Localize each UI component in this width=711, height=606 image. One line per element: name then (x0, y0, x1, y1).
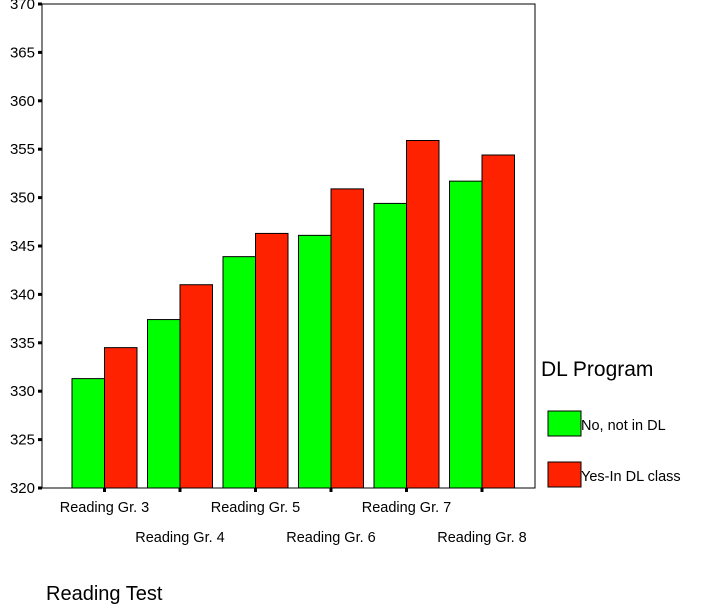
bar (298, 234, 332, 489)
bar (481, 154, 515, 489)
category-label: Reading Gr. 3 (60, 500, 149, 516)
legend-label: Yes-In DL class (581, 469, 681, 485)
category-label: Reading Gr. 6 (286, 530, 375, 546)
bar (147, 319, 181, 489)
category-label: Reading Gr. 4 (135, 530, 224, 546)
y-tick-label: 345 (10, 238, 35, 255)
x-axis: Reading Gr. 3 Reading Gr. 4 Reading Gr. 5 R… (60, 488, 527, 546)
y-tick (38, 486, 42, 490)
category-label: Reading Gr. 5 (211, 500, 300, 516)
legend: DL Program No, not in DL Yes-In DL class (541, 358, 681, 488)
bar (222, 256, 256, 489)
legend-swatch (547, 461, 582, 488)
x-tick (254, 488, 257, 492)
legend-swatch (547, 410, 582, 437)
x-tick (405, 488, 408, 492)
y-tick-label: 365 (10, 44, 35, 61)
y-tick (38, 99, 42, 103)
y-tick (38, 438, 42, 442)
y-tick (38, 196, 42, 200)
y-tick-label: 350 (10, 190, 35, 207)
x-tick (103, 488, 106, 492)
y-tick (38, 341, 42, 345)
bar (71, 378, 105, 489)
x-tick (329, 488, 333, 492)
x-tick (480, 488, 484, 492)
y-tick (38, 244, 42, 248)
y-tick-label: 325 (10, 432, 35, 449)
legend-label: No, not in DL (581, 418, 666, 434)
bar (255, 232, 289, 489)
y-tick-label: 360 (10, 93, 35, 110)
y-tick (38, 147, 42, 151)
y-tick (38, 50, 42, 54)
bar (330, 188, 364, 489)
bar (104, 347, 138, 489)
y-tick-label: 320 (10, 480, 35, 497)
category-label: Reading Gr. 8 (437, 530, 526, 546)
y-tick (38, 389, 42, 393)
legend-title: DL Program (541, 358, 653, 381)
x-axis-title: Reading Test (46, 583, 163, 605)
bars (71, 139, 515, 489)
y-tick-label: 355 (10, 141, 35, 158)
y-tick-label: 330 (10, 383, 35, 400)
bar (449, 180, 483, 489)
x-tick (178, 488, 182, 492)
y-tick (38, 292, 42, 296)
bar (373, 202, 407, 489)
bar (406, 139, 440, 489)
y-axis: 320 325 330 335 340 345 350 355 360 365 370 (10, 0, 42, 497)
y-tick (38, 2, 42, 6)
y-tick-label: 340 (10, 286, 35, 303)
y-tick-label: 370 (10, 0, 35, 13)
y-tick-label: 335 (10, 335, 35, 352)
category-label: Reading Gr. 7 (362, 500, 451, 516)
bar (179, 284, 213, 489)
